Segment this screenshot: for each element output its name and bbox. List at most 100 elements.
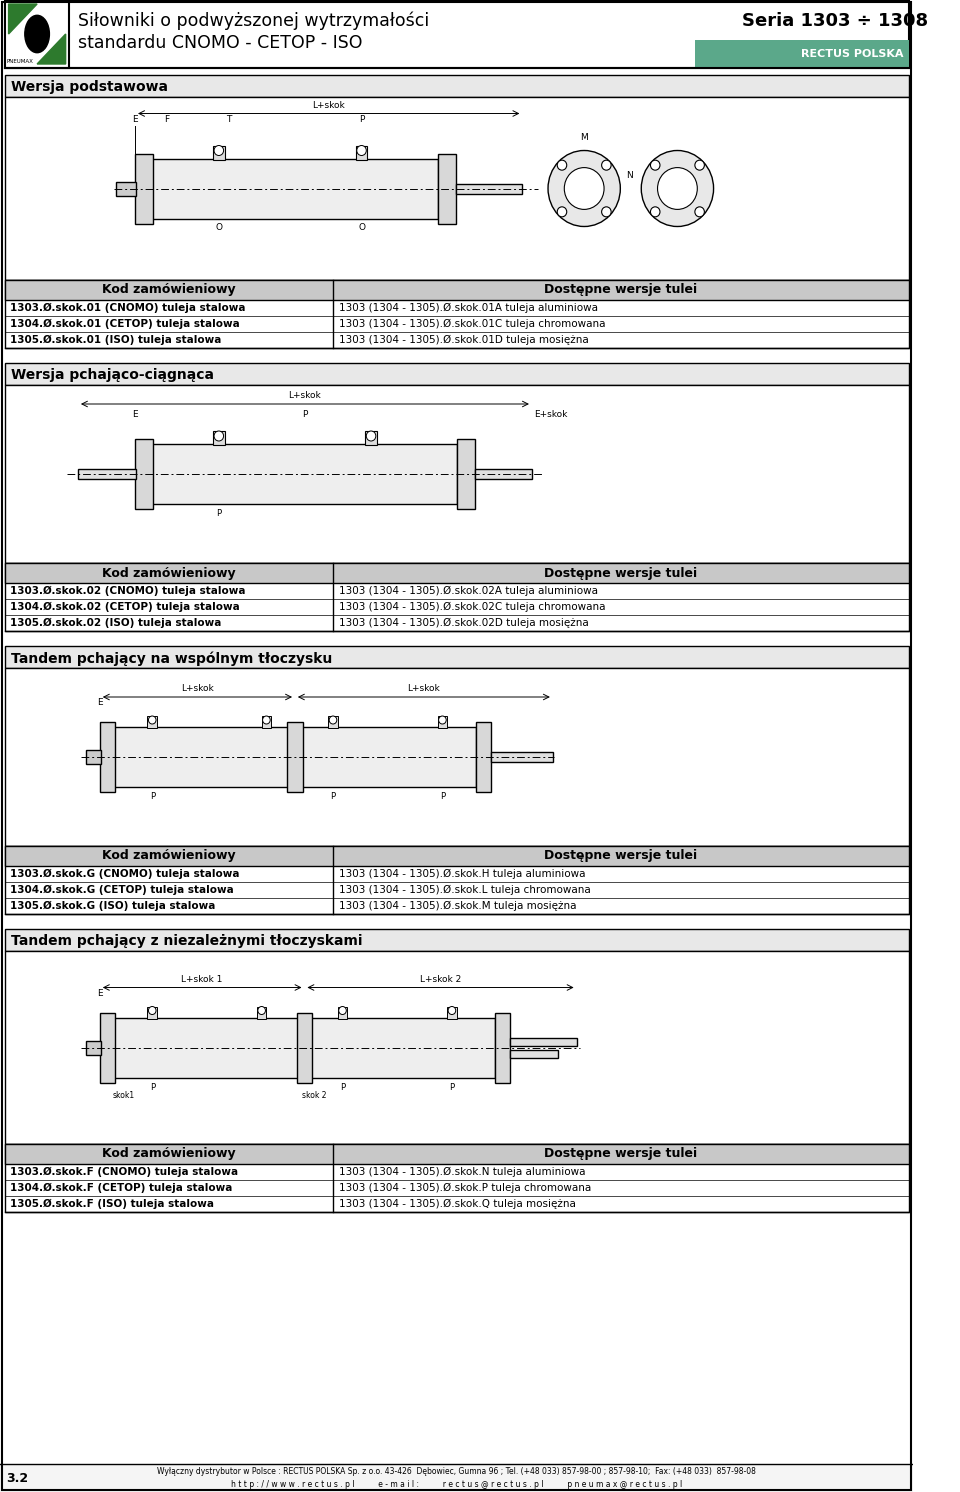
Circle shape [149, 1007, 156, 1015]
Text: 1304.Ø.skok.G (CETOP) tuleja stalowa: 1304.Ø.skok.G (CETOP) tuleja stalowa [11, 885, 234, 895]
Text: E: E [132, 115, 138, 124]
Bar [85, 750, 101, 764]
Polygon shape [9, 4, 37, 34]
Circle shape [695, 207, 705, 216]
Bar [213, 146, 225, 160]
Text: 1305.Ø.skok.G (ISO) tuleja stalowa: 1305.Ø.skok.G (ISO) tuleja stalowa [11, 901, 216, 912]
Bar [475, 468, 532, 479]
Bar [5, 930, 908, 950]
Text: Wersja pchająco-ciągnąca: Wersja pchająco-ciągnąca [12, 369, 214, 382]
Text: 1305.Ø.skok.02 (ISO) tuleja stalowa: 1305.Ø.skok.02 (ISO) tuleja stalowa [11, 618, 222, 628]
Bar [5, 562, 908, 631]
Text: Wyłączny dystrybutor w Polsce : RECTUS POLSKA Sp. z o.o. 43-426  Dębowiec, Gumna: Wyłączny dystrybutor w Polsce : RECTUS P… [157, 1467, 756, 1476]
Text: h t t p : / / w w w . r e c t u s . p l          e - m a i l :          r e c t : h t t p : / / w w w . r e c t u s . p l … [231, 1480, 683, 1489]
Bar [135, 439, 154, 509]
Circle shape [564, 167, 604, 209]
Bar [494, 1013, 510, 1083]
Text: P: P [449, 1083, 454, 1092]
Text: M: M [580, 133, 588, 143]
Circle shape [641, 151, 713, 227]
Bar [694, 40, 908, 69]
Bar [153, 445, 457, 504]
Bar [297, 727, 476, 786]
Text: 1303 (1304 - 1305).Ø.skok.M tuleja mosiężna: 1303 (1304 - 1305).Ø.skok.M tuleja mosię… [339, 901, 576, 912]
Bar [85, 1040, 101, 1055]
Text: Tandem pchający na wspólnym tłoczysku: Tandem pchający na wspólnym tłoczysku [12, 651, 333, 665]
Text: 1303 (1304 - 1305).Ø.skok.01A tuleja aluminiowa: 1303 (1304 - 1305).Ø.skok.01A tuleja alu… [339, 303, 598, 313]
Bar [438, 716, 447, 728]
Bar [491, 752, 553, 762]
Circle shape [695, 160, 705, 170]
Text: P: P [340, 1083, 345, 1092]
Bar [257, 1007, 267, 1019]
Bar [5, 0, 69, 69]
Text: E: E [97, 989, 103, 998]
Circle shape [557, 160, 566, 170]
Text: Kod zamówieniowy: Kod zamówieniowy [102, 1147, 236, 1161]
Text: 1304.Ø.skok.F (CETOP) tuleja stalowa: 1304.Ø.skok.F (CETOP) tuleja stalowa [11, 1183, 233, 1194]
Circle shape [548, 151, 620, 227]
Text: 1303 (1304 - 1305).Ø.skok.H tuleja aluminiowa: 1303 (1304 - 1305).Ø.skok.H tuleja alumi… [339, 868, 586, 879]
Text: O: O [215, 224, 223, 233]
Text: L+skok: L+skok [181, 683, 214, 692]
Text: E+skok: E+skok [534, 410, 567, 419]
Bar [5, 280, 908, 348]
Text: Dostępne wersje tulei: Dostępne wersje tulei [544, 283, 697, 297]
Circle shape [263, 716, 270, 724]
Text: 1303 (1304 - 1305).Ø.skok.N tuleja aluminiowa: 1303 (1304 - 1305).Ø.skok.N tuleja alumi… [339, 1167, 586, 1177]
Bar [5, 950, 908, 1144]
Text: PNEUMAX: PNEUMAX [7, 60, 34, 64]
Circle shape [258, 1007, 266, 1015]
Text: Kod zamówieniowy: Kod zamówieniowy [102, 567, 236, 579]
Bar [476, 722, 491, 792]
Text: 3.2: 3.2 [6, 1471, 28, 1485]
Text: E: E [97, 698, 103, 707]
Text: O: O [358, 224, 365, 233]
Text: Dostępne wersje tulei: Dostępne wersje tulei [544, 849, 697, 862]
Text: L+skok 1: L+skok 1 [181, 974, 223, 983]
Text: RECTUS POLSKA: RECTUS POLSKA [802, 49, 904, 60]
Text: 1303.Ø.skok.G (CNOMO) tuleja stalowa: 1303.Ø.skok.G (CNOMO) tuleja stalowa [11, 868, 240, 879]
Circle shape [602, 207, 612, 216]
Circle shape [329, 716, 337, 724]
Text: Tandem pchający z niezależnymi tłoczyskami: Tandem pchający z niezależnymi tłoczyska… [12, 934, 363, 947]
Bar [5, 646, 908, 668]
Text: T: T [226, 115, 231, 124]
Text: 1304.Ø.skok.01 (CETOP) tuleja stalowa: 1304.Ø.skok.01 (CETOP) tuleja stalowa [11, 319, 240, 330]
Bar [116, 182, 136, 195]
Text: P: P [150, 792, 155, 801]
Circle shape [149, 716, 156, 724]
Bar [457, 439, 475, 509]
Bar [456, 184, 522, 194]
Bar [447, 1007, 457, 1019]
Text: 1303 (1304 - 1305).Ø.skok.02C tuleja chromowana: 1303 (1304 - 1305).Ø.skok.02C tuleja chr… [339, 601, 605, 612]
Text: standardu CNOMO - CETOP - ISO: standardu CNOMO - CETOP - ISO [78, 34, 363, 52]
Text: L+skok 2: L+skok 2 [420, 974, 461, 983]
Text: P: P [330, 792, 336, 801]
Circle shape [214, 431, 224, 442]
Bar [5, 75, 908, 97]
Bar [0, 1464, 913, 1492]
Text: Wersja podstawowa: Wersja podstawowa [12, 81, 168, 94]
Bar [306, 1018, 494, 1077]
Polygon shape [37, 34, 65, 64]
Circle shape [339, 1007, 347, 1015]
Bar [338, 1007, 348, 1019]
Text: P: P [150, 1083, 155, 1092]
Bar [356, 146, 368, 160]
Text: E: E [132, 410, 138, 419]
Bar [510, 1037, 577, 1046]
Bar [510, 1049, 558, 1058]
Bar [5, 846, 908, 865]
Circle shape [651, 160, 660, 170]
Text: 1305.Ø.skok.01 (ISO) tuleja stalowa: 1305.Ø.skok.01 (ISO) tuleja stalowa [11, 334, 222, 345]
Text: L+skok: L+skok [289, 391, 322, 400]
Text: P: P [359, 115, 364, 124]
Text: 1304.Ø.skok.02 (CETOP) tuleja stalowa: 1304.Ø.skok.02 (CETOP) tuleja stalowa [11, 601, 240, 612]
Bar [366, 431, 376, 445]
Text: P: P [301, 410, 307, 419]
Circle shape [557, 207, 566, 216]
Text: Dostępne wersje tulei: Dostępne wersje tulei [544, 567, 697, 579]
Text: F: F [164, 115, 169, 124]
Text: Dostępne wersje tulei: Dostępne wersje tulei [544, 1147, 697, 1161]
